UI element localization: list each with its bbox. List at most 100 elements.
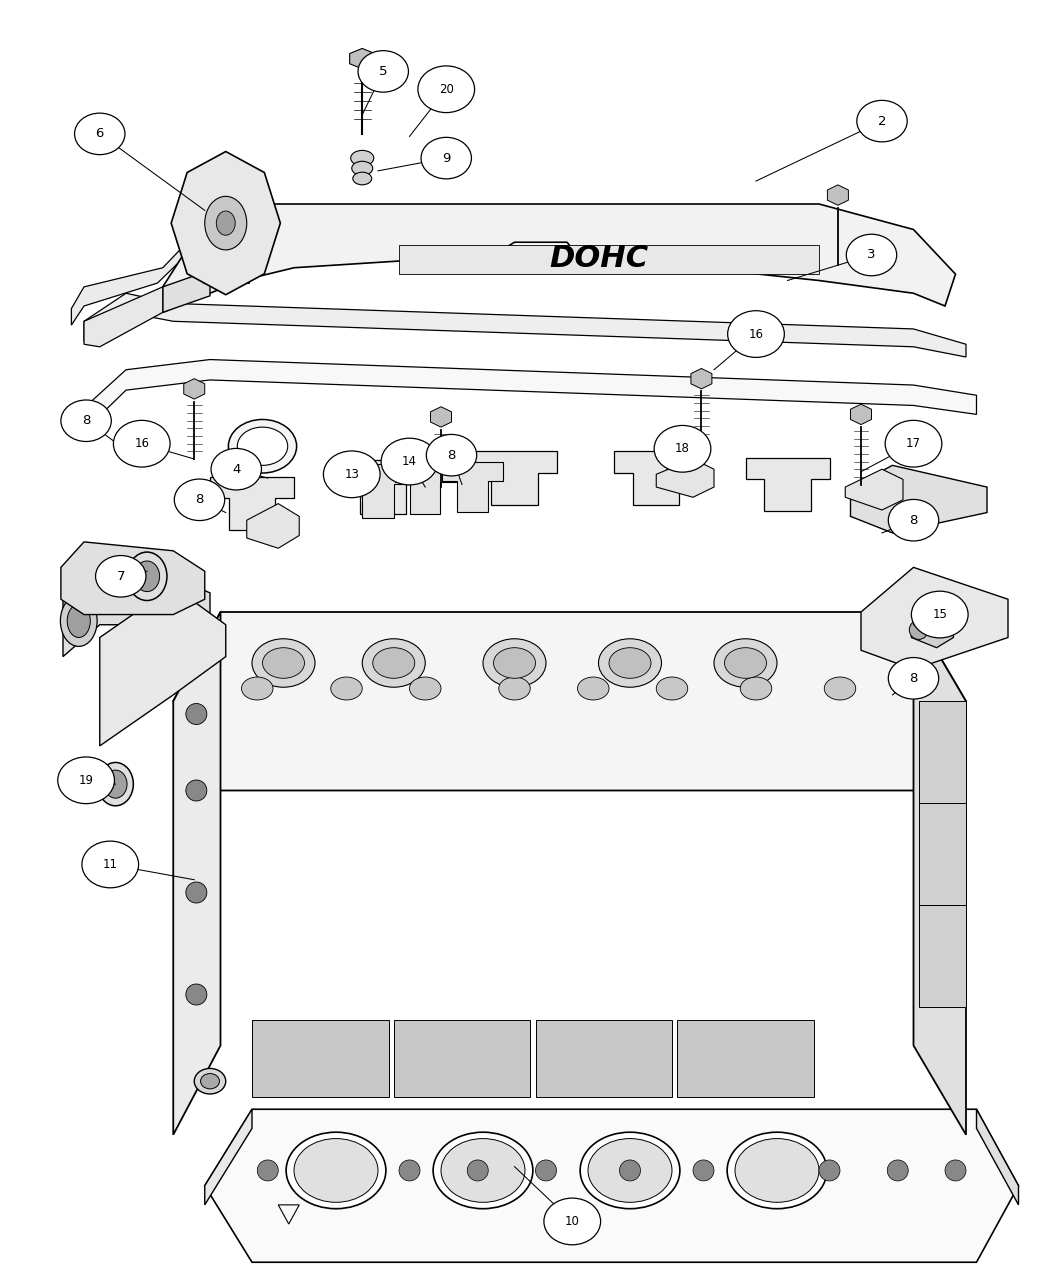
Polygon shape bbox=[61, 542, 205, 615]
Ellipse shape bbox=[194, 1068, 226, 1094]
Text: 19: 19 bbox=[79, 774, 93, 787]
Ellipse shape bbox=[286, 1132, 386, 1209]
Polygon shape bbox=[919, 803, 966, 905]
Polygon shape bbox=[394, 1020, 530, 1096]
Ellipse shape bbox=[441, 1139, 525, 1202]
Ellipse shape bbox=[654, 426, 711, 472]
Ellipse shape bbox=[499, 677, 530, 700]
Text: DOHC: DOHC bbox=[549, 245, 648, 273]
Polygon shape bbox=[656, 459, 714, 497]
Text: 8: 8 bbox=[82, 414, 90, 427]
Ellipse shape bbox=[656, 677, 688, 700]
Ellipse shape bbox=[82, 842, 139, 887]
Ellipse shape bbox=[410, 677, 441, 700]
Text: 3: 3 bbox=[867, 249, 876, 261]
Polygon shape bbox=[614, 451, 698, 505]
Polygon shape bbox=[395, 463, 456, 514]
Text: 8: 8 bbox=[909, 514, 918, 527]
Ellipse shape bbox=[352, 161, 373, 176]
Polygon shape bbox=[84, 360, 977, 431]
Text: 10: 10 bbox=[565, 1215, 580, 1228]
Ellipse shape bbox=[194, 240, 257, 263]
Polygon shape bbox=[919, 905, 966, 1007]
Polygon shape bbox=[472, 451, 556, 505]
Ellipse shape bbox=[61, 400, 111, 441]
Ellipse shape bbox=[237, 427, 288, 465]
Ellipse shape bbox=[909, 620, 928, 640]
Polygon shape bbox=[861, 567, 1008, 669]
Polygon shape bbox=[845, 469, 903, 510]
Polygon shape bbox=[914, 612, 966, 1135]
Text: 16: 16 bbox=[134, 437, 149, 450]
Ellipse shape bbox=[426, 435, 477, 476]
Ellipse shape bbox=[857, 101, 907, 142]
Circle shape bbox=[819, 1160, 840, 1181]
Ellipse shape bbox=[588, 1139, 672, 1202]
Ellipse shape bbox=[229, 419, 296, 473]
Polygon shape bbox=[184, 379, 205, 399]
Ellipse shape bbox=[205, 196, 247, 250]
Ellipse shape bbox=[714, 639, 777, 687]
Polygon shape bbox=[163, 270, 210, 312]
Text: 4: 4 bbox=[232, 463, 240, 476]
Ellipse shape bbox=[373, 648, 415, 678]
Ellipse shape bbox=[216, 210, 235, 235]
Ellipse shape bbox=[433, 1132, 532, 1209]
Ellipse shape bbox=[252, 639, 315, 687]
Ellipse shape bbox=[740, 677, 772, 700]
Ellipse shape bbox=[421, 138, 471, 178]
Ellipse shape bbox=[358, 51, 408, 92]
Circle shape bbox=[186, 984, 207, 1005]
Circle shape bbox=[186, 704, 207, 724]
Text: 8: 8 bbox=[447, 449, 456, 462]
Text: 8: 8 bbox=[909, 672, 918, 685]
Text: 9: 9 bbox=[442, 152, 450, 164]
Polygon shape bbox=[350, 48, 375, 69]
Polygon shape bbox=[430, 407, 452, 427]
Circle shape bbox=[945, 1160, 966, 1181]
Ellipse shape bbox=[885, 421, 942, 467]
Ellipse shape bbox=[294, 1139, 378, 1202]
Polygon shape bbox=[63, 548, 210, 657]
Ellipse shape bbox=[323, 451, 380, 497]
Polygon shape bbox=[919, 701, 966, 803]
Ellipse shape bbox=[580, 1132, 680, 1209]
Text: 7: 7 bbox=[117, 570, 125, 583]
Text: 18: 18 bbox=[675, 442, 690, 455]
Polygon shape bbox=[247, 504, 299, 548]
Text: 11: 11 bbox=[103, 858, 118, 871]
Ellipse shape bbox=[104, 770, 127, 798]
Polygon shape bbox=[210, 477, 294, 530]
Ellipse shape bbox=[201, 255, 251, 275]
Polygon shape bbox=[442, 462, 503, 513]
Ellipse shape bbox=[483, 639, 546, 687]
Ellipse shape bbox=[727, 1132, 827, 1209]
Polygon shape bbox=[976, 1109, 1018, 1205]
Circle shape bbox=[693, 1160, 714, 1181]
Ellipse shape bbox=[174, 479, 225, 520]
Text: 16: 16 bbox=[749, 328, 763, 340]
Polygon shape bbox=[691, 368, 712, 389]
Ellipse shape bbox=[113, 421, 170, 467]
Text: 20: 20 bbox=[439, 83, 454, 96]
Circle shape bbox=[620, 1160, 640, 1181]
Text: 8: 8 bbox=[195, 493, 204, 506]
Polygon shape bbox=[71, 230, 200, 325]
Polygon shape bbox=[100, 586, 226, 746]
Ellipse shape bbox=[888, 500, 939, 541]
Ellipse shape bbox=[598, 639, 662, 687]
Ellipse shape bbox=[134, 561, 160, 592]
Polygon shape bbox=[536, 1020, 672, 1096]
Ellipse shape bbox=[888, 658, 939, 699]
Text: 2: 2 bbox=[878, 115, 886, 128]
Polygon shape bbox=[341, 460, 425, 514]
Ellipse shape bbox=[381, 439, 438, 484]
Ellipse shape bbox=[67, 604, 90, 638]
Ellipse shape bbox=[331, 677, 362, 700]
Polygon shape bbox=[399, 245, 819, 274]
Ellipse shape bbox=[544, 1198, 601, 1244]
Ellipse shape bbox=[609, 648, 651, 678]
Ellipse shape bbox=[728, 311, 784, 357]
Ellipse shape bbox=[262, 648, 304, 678]
Polygon shape bbox=[173, 612, 966, 790]
